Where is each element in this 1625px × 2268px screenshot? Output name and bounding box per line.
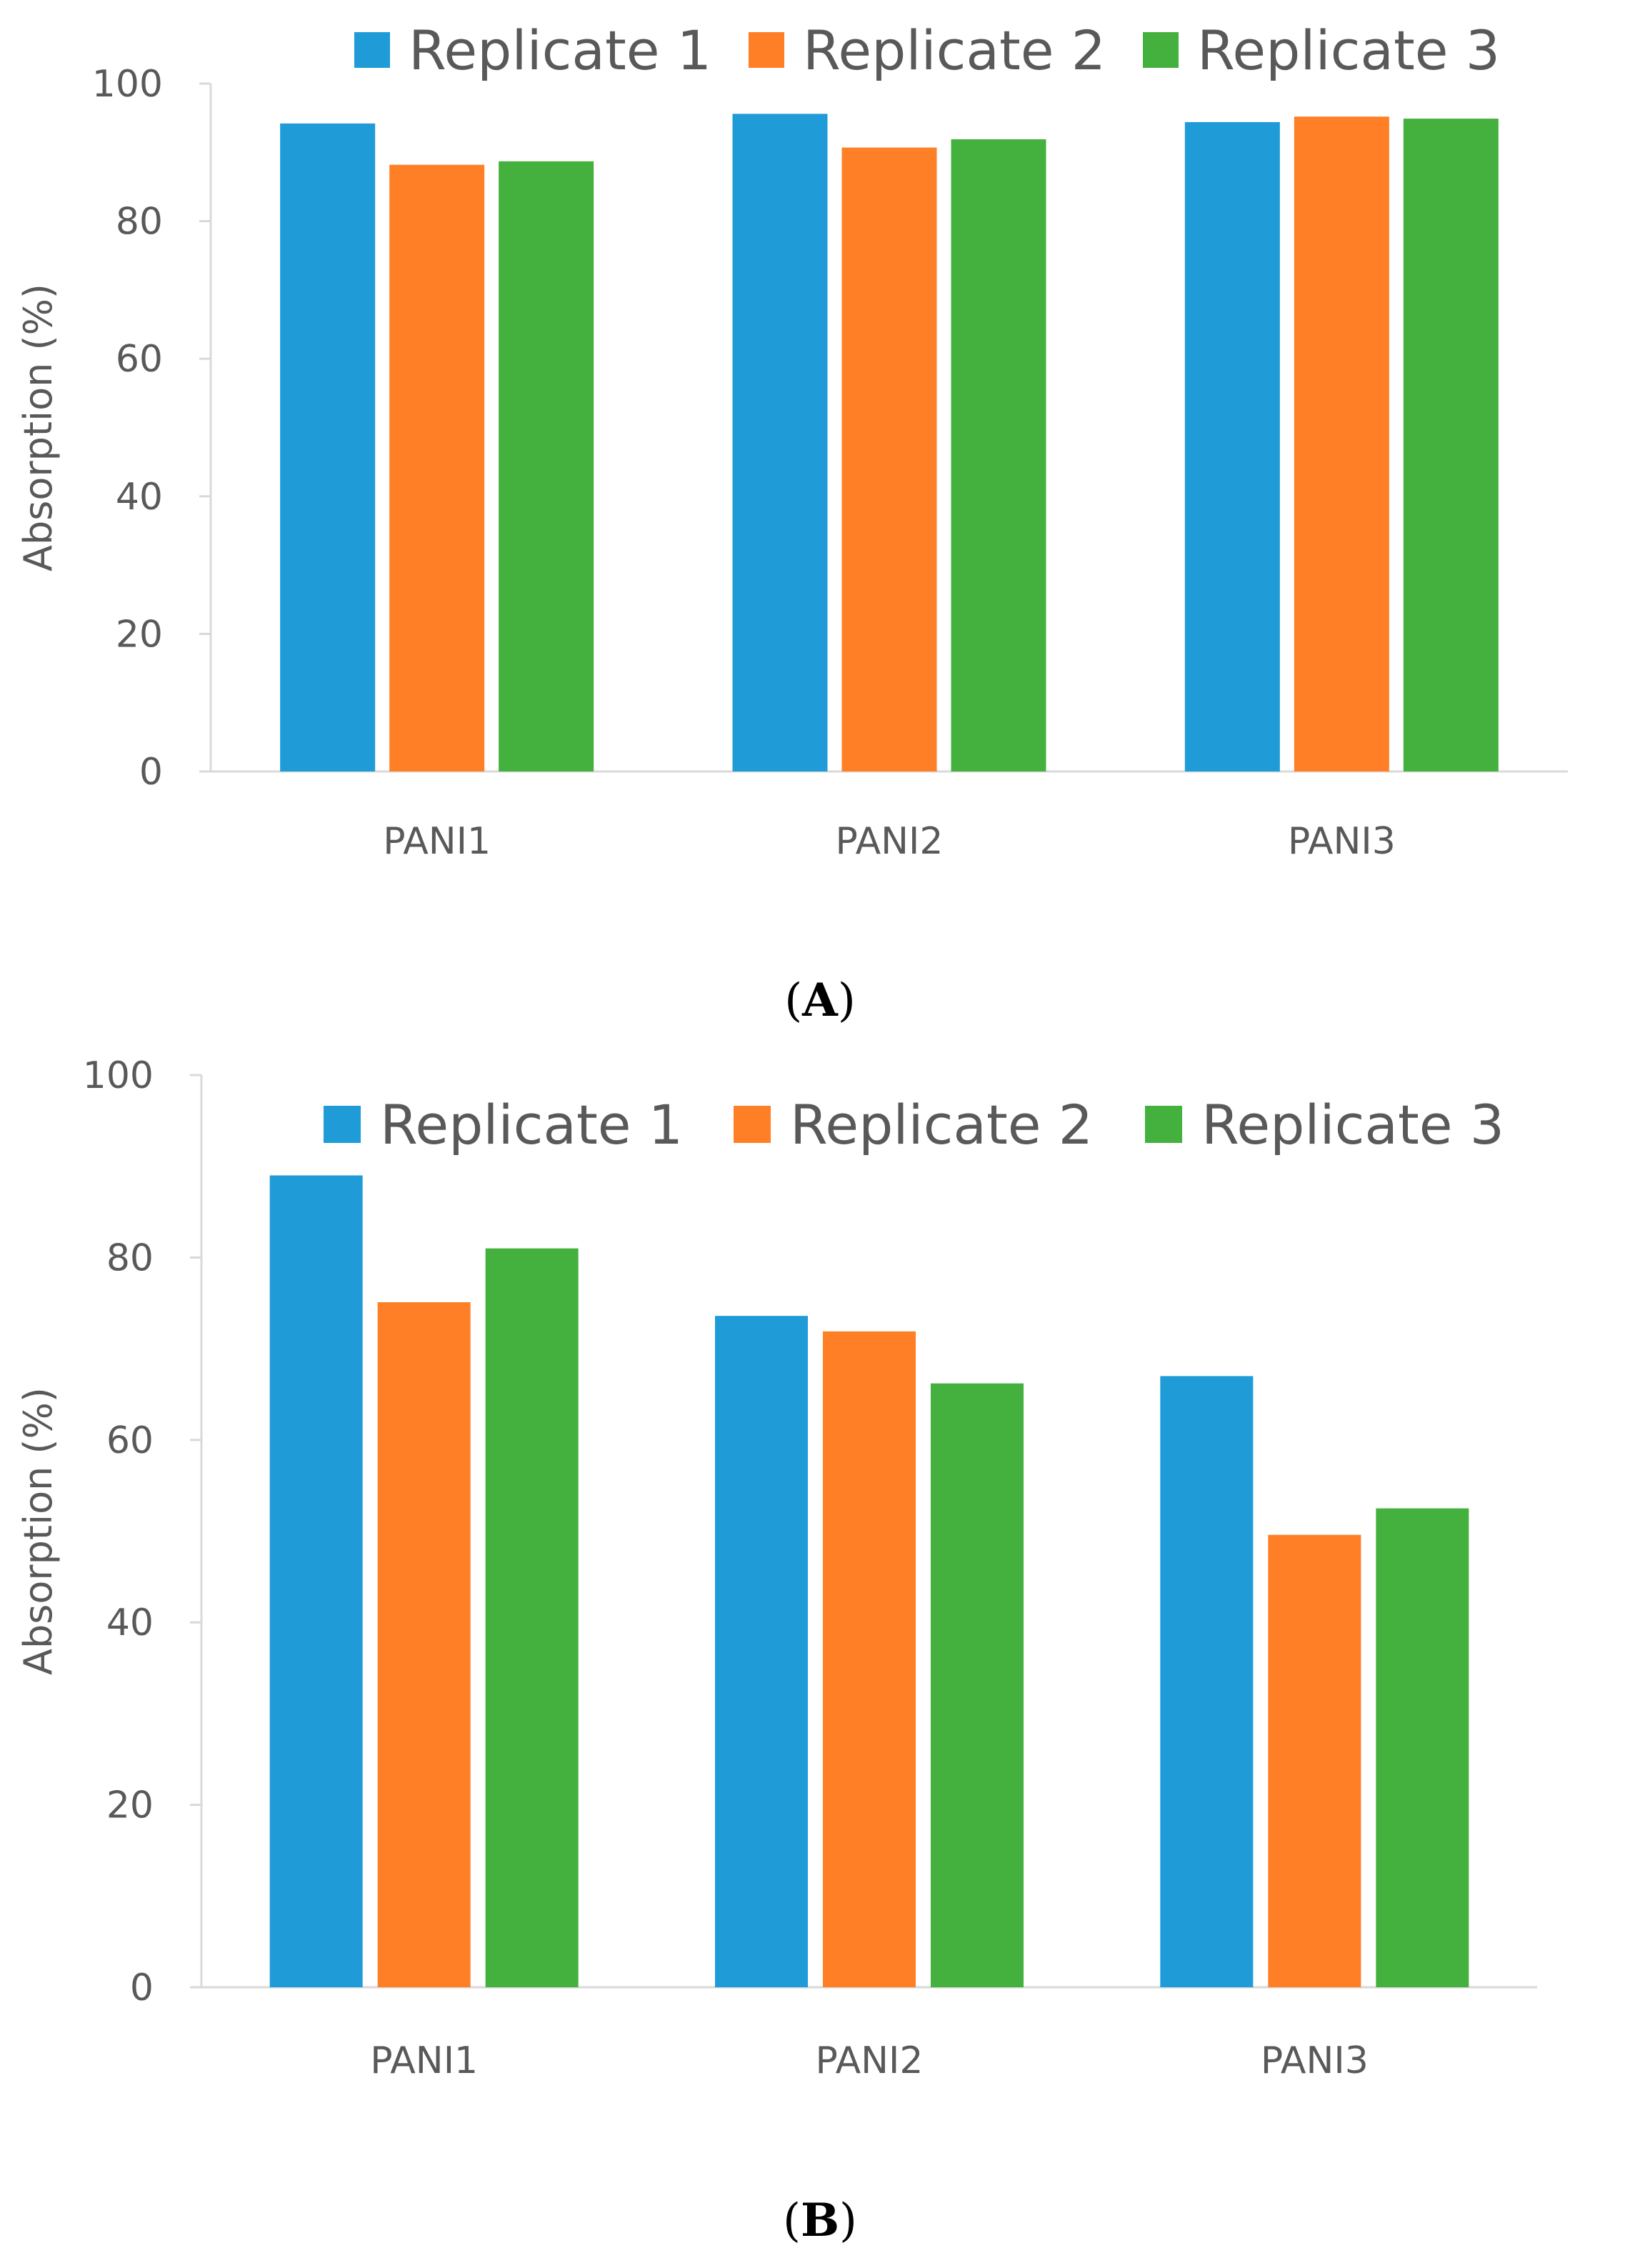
y-axis-title-a: Absorption (%) [16, 284, 61, 571]
y-tick-label-a-80: 80 [116, 201, 163, 244]
bar-b-pani1-rep1 [269, 1175, 363, 1987]
y-tick-label-a-20: 20 [116, 613, 163, 656]
legend-label-b-rep3: Replicate 3 [1201, 1093, 1504, 1157]
legend-swatch-a-rep1 [354, 32, 390, 68]
legend-label-b-rep2: Replicate 2 [790, 1093, 1093, 1157]
panel-b-letter: B [801, 2194, 839, 2247]
y-tick-label-b-80: 80 [106, 1237, 154, 1279]
legend-label-b-rep1: Replicate 1 [380, 1093, 683, 1157]
y-tick-label-b-20: 20 [106, 1784, 154, 1827]
category-label-b-pani2: PANI2 [816, 2039, 924, 2082]
bar-a-pani3-rep2 [1294, 116, 1389, 771]
legend-swatch-b-rep3 [1145, 1106, 1182, 1143]
bar-b-pani1-rep2 [377, 1302, 471, 1987]
y-tick-label-a-60: 60 [116, 338, 163, 381]
bar-b-pani2-rep1 [715, 1316, 808, 1987]
category-label-a-pani3: PANI3 [1288, 820, 1396, 863]
panel-label-b: (B) [783, 2194, 857, 2247]
bar-a-pani2-rep2 [841, 147, 937, 771]
bar-a-pani3-rep3 [1403, 119, 1499, 771]
y-tick-label-a-40: 40 [116, 476, 163, 519]
panel-label-a: (A) [784, 974, 856, 1027]
bar-b-pani3-rep2 [1268, 1534, 1361, 1987]
y-tick-label-a-100: 100 [92, 63, 163, 106]
panel-a-letter: A [801, 974, 839, 1027]
bar-a-pani2-rep3 [951, 139, 1046, 772]
legend-label-a-rep2: Replicate 2 [803, 19, 1106, 82]
bar-a-pani3-rep1 [1184, 121, 1280, 772]
legend-label-a-rep3: Replicate 3 [1197, 19, 1500, 82]
panel-a-paren-close: ) [838, 974, 856, 1027]
legend-swatch-b-rep1 [324, 1106, 361, 1143]
legend-swatch-a-rep2 [749, 32, 784, 68]
y-axis-title-b: Absorption (%) [16, 1387, 61, 1675]
y-tick-label-b-100: 100 [83, 1054, 154, 1097]
panel-b-paren-open: ( [783, 2194, 801, 2247]
bar-a-pani1-rep1 [280, 123, 376, 771]
bar-a-pani1-rep3 [499, 161, 594, 772]
y-tick-label-a-0: 0 [139, 751, 163, 794]
y-tick-label-b-0: 0 [130, 1967, 154, 2009]
y-tick-label-b-40: 40 [106, 1602, 154, 1644]
category-label-b-pani1: PANI1 [370, 2039, 478, 2082]
legend-swatch-b-rep2 [734, 1106, 771, 1143]
bar-b-pani3-rep1 [1160, 1376, 1254, 1987]
y-tick-label-b-60: 60 [106, 1419, 154, 1462]
bar-b-pani1-rep3 [485, 1248, 579, 1987]
bar-b-pani2-rep2 [823, 1331, 916, 1987]
legend-swatch-a-rep3 [1143, 32, 1179, 68]
bar-b-pani3-rep3 [1376, 1508, 1469, 1987]
bar-a-pani1-rep2 [389, 164, 485, 771]
category-label-a-pani2: PANI2 [836, 820, 944, 863]
category-label-a-pani1: PANI1 [383, 820, 491, 863]
category-label-b-pani3: PANI3 [1261, 2039, 1369, 2082]
chart-a: 0 20 40 60 80 100 Absorption (%) PANI1 PANI2 PANI… [16, 19, 1568, 863]
panel-a-paren-open: ( [784, 974, 802, 1027]
bar-b-pani2-rep3 [931, 1383, 1024, 1987]
legend-label-a-rep1: Replicate 1 [409, 19, 711, 82]
panel-b-paren-close: ) [839, 2194, 857, 2247]
chart-b: 0 20 40 60 80 100 Absorption (%) PANI1 PANI2 PANI… [16, 1054, 1537, 2082]
bar-a-pani2-rep1 [732, 114, 828, 771]
